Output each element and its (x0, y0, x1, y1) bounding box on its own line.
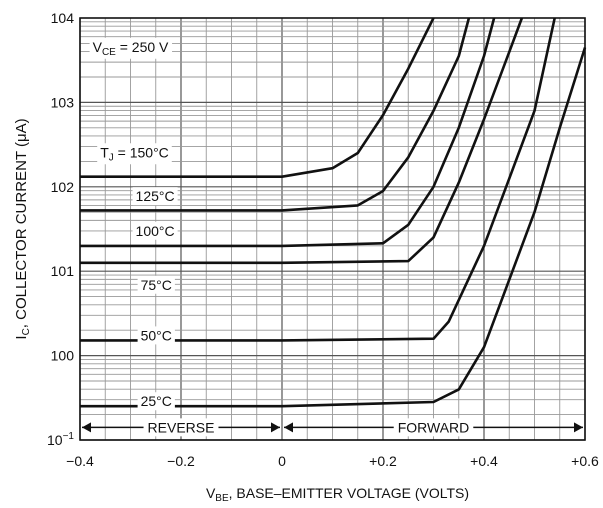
annotations: VCE = 250 V REVERSE FORWARD (82, 37, 583, 437)
label-background (137, 326, 175, 345)
y-tick-label: 104 (51, 10, 75, 26)
y-tick-label: 102 (51, 179, 75, 195)
label-background (393, 418, 474, 437)
series-line (80, 17, 435, 178)
series-label: 75°C (141, 277, 172, 293)
region-label: FORWARD (398, 419, 470, 435)
curves (80, 17, 587, 408)
label-background (89, 37, 173, 59)
label-background (132, 187, 178, 206)
label-background (137, 392, 175, 411)
curve-labels: TJ = 150°C 125°C 100°C 75°C 50°C 25°C (97, 143, 178, 411)
series-line (80, 17, 471, 212)
y-tick-label: 10−1 (47, 431, 74, 448)
arrow-head (284, 422, 293, 433)
x-tick-label: +0.4 (470, 453, 498, 469)
y-axis-label: IC, COLLECTOR CURRENT (μA) (13, 118, 32, 339)
series-line (80, 17, 556, 342)
series-label: 25°C (141, 393, 172, 409)
arrow-head (574, 422, 583, 433)
label-background (137, 275, 175, 294)
series-line (80, 17, 496, 248)
series-label: 100°C (136, 223, 175, 239)
series-line (80, 47, 587, 408)
tick-labels: −0.4 −0.2 0 +0.2 +0.4 +0.6 10−1 100 101 102 103 104 (47, 10, 599, 469)
y-tick-label: 100 (51, 348, 75, 364)
series-label: TJ = 150°C (100, 144, 169, 163)
plot-frame (79, 17, 586, 441)
y-tick-label: 101 (51, 263, 75, 279)
label-background (132, 221, 178, 240)
series-label: 125°C (136, 188, 175, 204)
x-tick-label: −0.4 (66, 453, 94, 469)
x-axis-label: VBE, BASE–EMITTER VOLTAGE (VOLTS) (206, 485, 469, 504)
vce-label: VCE = 250 V (93, 39, 169, 58)
x-tick-label: +0.6 (571, 453, 599, 469)
y-tick-label: 103 (51, 94, 75, 110)
x-tick-label: +0.2 (369, 453, 397, 469)
label-background (97, 143, 172, 165)
arrow-head (271, 422, 280, 433)
x-tick-label: 0 (278, 453, 286, 469)
arrow-head (82, 422, 91, 433)
region-label: REVERSE (148, 419, 215, 435)
label-background (143, 418, 219, 437)
series-label: 50°C (141, 327, 172, 343)
series-line (80, 17, 524, 265)
x-tick-label: −0.2 (167, 453, 195, 469)
